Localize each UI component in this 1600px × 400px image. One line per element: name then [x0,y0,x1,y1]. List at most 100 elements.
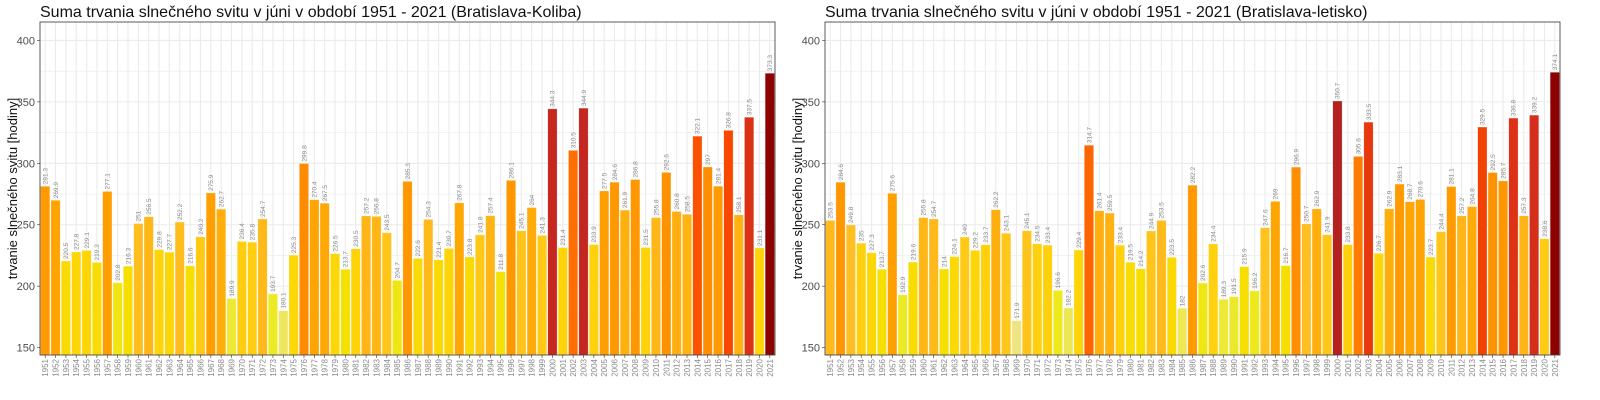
bar-value-label: 258.5 [684,196,691,213]
x-tick-label: 2016 [1499,358,1508,376]
x-tick-label: 1989 [435,358,444,376]
bar-2019 [744,116,755,356]
x-tick-label: 1974 [279,358,288,376]
bar-1983 [371,216,382,356]
bar-1956 [877,269,887,356]
x-tick-label: 1997 [1302,358,1311,376]
bar-value-label: 255.8 [921,199,928,216]
y-axis-label: trvanie slnečného svitu [hodiny] [5,98,20,279]
bar-value-label: 262.9 [1314,190,1321,207]
bar-2006 [609,181,620,356]
bar-value-label: 234.4 [1211,225,1218,242]
bar-value-label: 339.2 [1531,96,1538,113]
bar-value-label: 196.2 [1252,272,1259,289]
plot-border [39,21,776,356]
x-tick-label: 2006 [1396,358,1405,376]
bar-value-label: 254.7 [931,200,938,217]
x-tick-label: 1965 [186,358,195,376]
x-tick-label: 1951 [826,358,835,376]
chart-letisko: Suma trvania slnečného svitu v júni v ob… [785,0,1585,400]
bar-1981 [350,248,361,356]
x-tick-label: 2021 [1551,358,1560,376]
x-tick-label: 1956 [878,358,887,376]
bar-1985 [1177,308,1188,356]
bar-1964 [959,236,970,356]
x-tick-label: 1998 [528,358,537,376]
x-tick-label: 1976 [1085,358,1094,376]
x-tick-label: 1977 [1095,358,1104,376]
bar-2013 [1467,206,1477,356]
y-tick-label: 250 [17,220,35,232]
bar-2009 [1425,256,1436,356]
x-tick-label: 2014 [693,358,702,376]
bar-1976 [299,163,309,356]
bar-value-label: 267.5 [322,185,329,202]
x-tick-label: 1969 [1013,358,1022,376]
x-tick-label: 1979 [1116,358,1125,376]
bar-value-label: 193.7 [270,275,277,292]
bar-2020 [1539,238,1550,356]
bar-1959 [908,261,918,356]
x-tick-label: 1971 [1033,358,1042,376]
x-tick-label: 1992 [466,358,475,376]
x-tick-label: 1993 [1261,358,1270,376]
bar-value-label: 211.8 [498,254,505,270]
bar-1973 [268,293,278,356]
bar-1998 [526,207,537,356]
bar-2003 [1363,121,1374,356]
bar-value-label: 224.1 [952,238,959,255]
bar-value-label: 292.6 [664,154,671,171]
bar-value-label: 238.6 [1542,220,1549,237]
x-tick-label: 1997 [517,358,526,376]
bar-value-label: 233.4 [1117,226,1124,243]
chart-title: Suma trvania slnečného svitu v júni v ob… [825,4,1368,21]
bar-1969 [1011,320,1022,356]
bar-1966 [980,244,991,356]
x-tick-label: 1962 [155,358,164,376]
bar-1951 [825,220,836,356]
y-tick-label: 150 [17,343,35,355]
bar-value-label: 227.7 [167,234,174,251]
bar-value-label: 235 [859,230,866,241]
x-tick-label: 2001 [559,358,568,376]
x-tick-label: 2018 [735,358,744,376]
bar-1999 [537,235,547,356]
bar-2014 [692,135,703,356]
bar-1991 [454,202,465,356]
bar-1969 [226,298,237,356]
bar-value-label: 256.5 [146,198,153,215]
bar-value-label: 264.8 [1469,188,1476,205]
bar-value-label: 221.4 [436,241,443,258]
bar-value-label: 229.2 [972,232,979,249]
bar-2007 [619,209,630,356]
bar-1975 [288,254,299,356]
y-axis-label: trvanie slnečného svitu [hodiny] [790,98,805,279]
bar-2002 [568,150,579,356]
bar-value-label: 191.5 [1231,278,1238,295]
bar-1994 [485,215,496,356]
bar-value-label: 281.3 [42,168,49,185]
x-tick-label: 2006 [611,358,620,376]
plot-border [824,21,1561,356]
bar-1963 [164,251,175,356]
bar-value-label: 233.7 [983,226,990,243]
bar-value-label: 202.8 [115,264,122,281]
chart-koliba: Suma trvania slnečného svitu v júni v ob… [5,4,776,377]
x-tick-label: 1952 [52,358,61,376]
x-tick-label: 1957 [888,358,897,376]
bar-value-label: 344.3 [550,90,557,107]
x-tick-label: 1963 [165,358,174,376]
y-tick-label: 250 [802,220,820,232]
bar-value-label: 296.9 [1293,148,1300,165]
bar-value-label: 257.4 [488,197,495,214]
bar-1993 [475,234,485,356]
x-tick-label: 1985 [393,358,402,376]
bar-1982 [1146,230,1157,356]
bar-1975 [1073,249,1084,356]
bar-value-label: 219.5 [1128,244,1135,261]
x-tick-label: 1980 [341,358,350,376]
x-tick-label: 2016 [714,358,723,376]
bar-2021 [764,72,775,356]
bar-1970 [1021,230,1032,356]
bar-2005 [599,190,610,356]
